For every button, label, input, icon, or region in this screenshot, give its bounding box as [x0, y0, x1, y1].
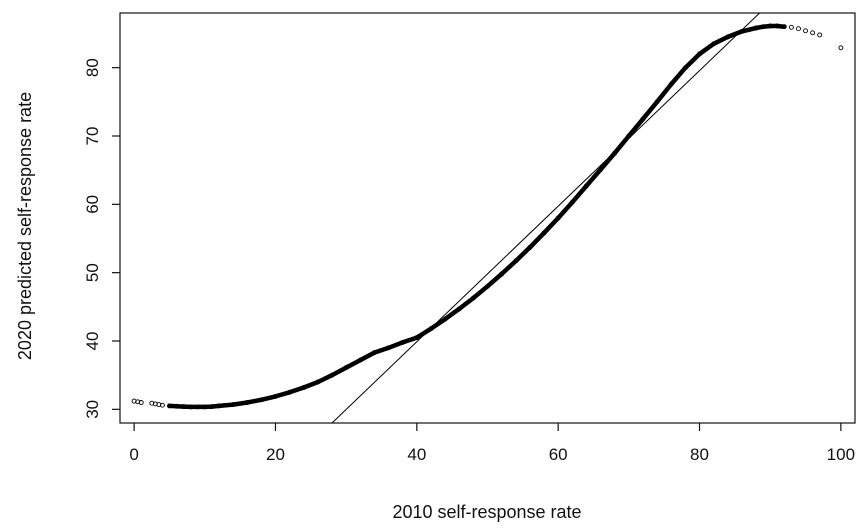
- data-point: [485, 283, 490, 289]
- data-point: [711, 41, 717, 47]
- data-point: [668, 81, 674, 87]
- data-point: [371, 350, 377, 356]
- data-point: [174, 403, 179, 409]
- data-point: [470, 295, 476, 301]
- data-point: [810, 30, 816, 36]
- data-point: [753, 25, 759, 31]
- data-point: [682, 65, 688, 71]
- y-tick-label: 80: [83, 58, 102, 77]
- data-point: [803, 28, 808, 34]
- x-tick-label: 100: [827, 445, 855, 464]
- data-point: [583, 183, 589, 189]
- data-point: [329, 372, 335, 378]
- point-band: [167, 23, 787, 410]
- data-point: [788, 24, 794, 30]
- data-point: [287, 389, 293, 395]
- data-point: [838, 45, 844, 51]
- data-point: [796, 26, 801, 32]
- x-axis-label: 2010 self-response rate: [392, 502, 581, 522]
- data-point: [195, 404, 201, 410]
- data-point: [654, 99, 660, 105]
- data-point: [626, 133, 632, 139]
- data-point: [138, 400, 144, 405]
- data-point: [244, 400, 250, 405]
- data-point: [343, 365, 349, 371]
- data-point: [456, 306, 462, 312]
- data-point: [499, 271, 505, 277]
- y-tick-label: 30: [83, 400, 102, 419]
- data-point: [513, 258, 519, 264]
- data-point: [774, 23, 780, 29]
- data-point: [555, 215, 561, 221]
- data-point: [781, 24, 787, 30]
- data-point: [202, 404, 208, 410]
- data-point: [640, 116, 646, 122]
- data-point: [230, 402, 236, 408]
- data-point: [612, 150, 618, 156]
- reference-line: [331, 13, 760, 423]
- y-tick-label: 40: [83, 332, 102, 351]
- data-point: [209, 404, 215, 410]
- data-point: [739, 28, 745, 34]
- data-point: [697, 51, 702, 57]
- x-tick-label: 0: [129, 445, 138, 464]
- data-point: [767, 23, 773, 29]
- x-axis: 0 20 40 60 80 100: [129, 423, 855, 464]
- data-point: [386, 345, 392, 351]
- y-tick-label: 60: [83, 195, 102, 214]
- data-point: [817, 32, 823, 38]
- data-point: [273, 393, 278, 399]
- x-tick-label: 20: [266, 445, 285, 464]
- data-point: [760, 24, 766, 30]
- data-point: [527, 244, 533, 250]
- data-point: [569, 199, 575, 205]
- data-point: [414, 335, 420, 341]
- data-point: [428, 326, 434, 332]
- data-point: [216, 403, 222, 409]
- data-point: [159, 402, 165, 408]
- x-tick-label: 80: [690, 445, 709, 464]
- data-point: [188, 404, 194, 410]
- data-point: [725, 34, 731, 40]
- data-point: [400, 339, 406, 345]
- data-point: [541, 230, 547, 236]
- x-tick-label: 60: [549, 445, 568, 464]
- data-point: [357, 357, 363, 363]
- data-point: [167, 403, 172, 409]
- y-tick-label: 70: [83, 127, 102, 146]
- data-point: [181, 404, 187, 410]
- data-point: [598, 167, 604, 172]
- y-axis-label: 2020 predicted self-response rate: [15, 92, 35, 360]
- data-point: [442, 316, 448, 322]
- data-point: [301, 385, 307, 390]
- y-tick-label: 50: [83, 263, 102, 282]
- plot-frame: [119, 12, 856, 424]
- data-point: [315, 379, 321, 385]
- x-tick-label: 40: [407, 445, 426, 464]
- data-point: [258, 397, 264, 403]
- y-axis: 30 40 50 60 70 80: [83, 58, 120, 419]
- plot-marks: [131, 13, 844, 423]
